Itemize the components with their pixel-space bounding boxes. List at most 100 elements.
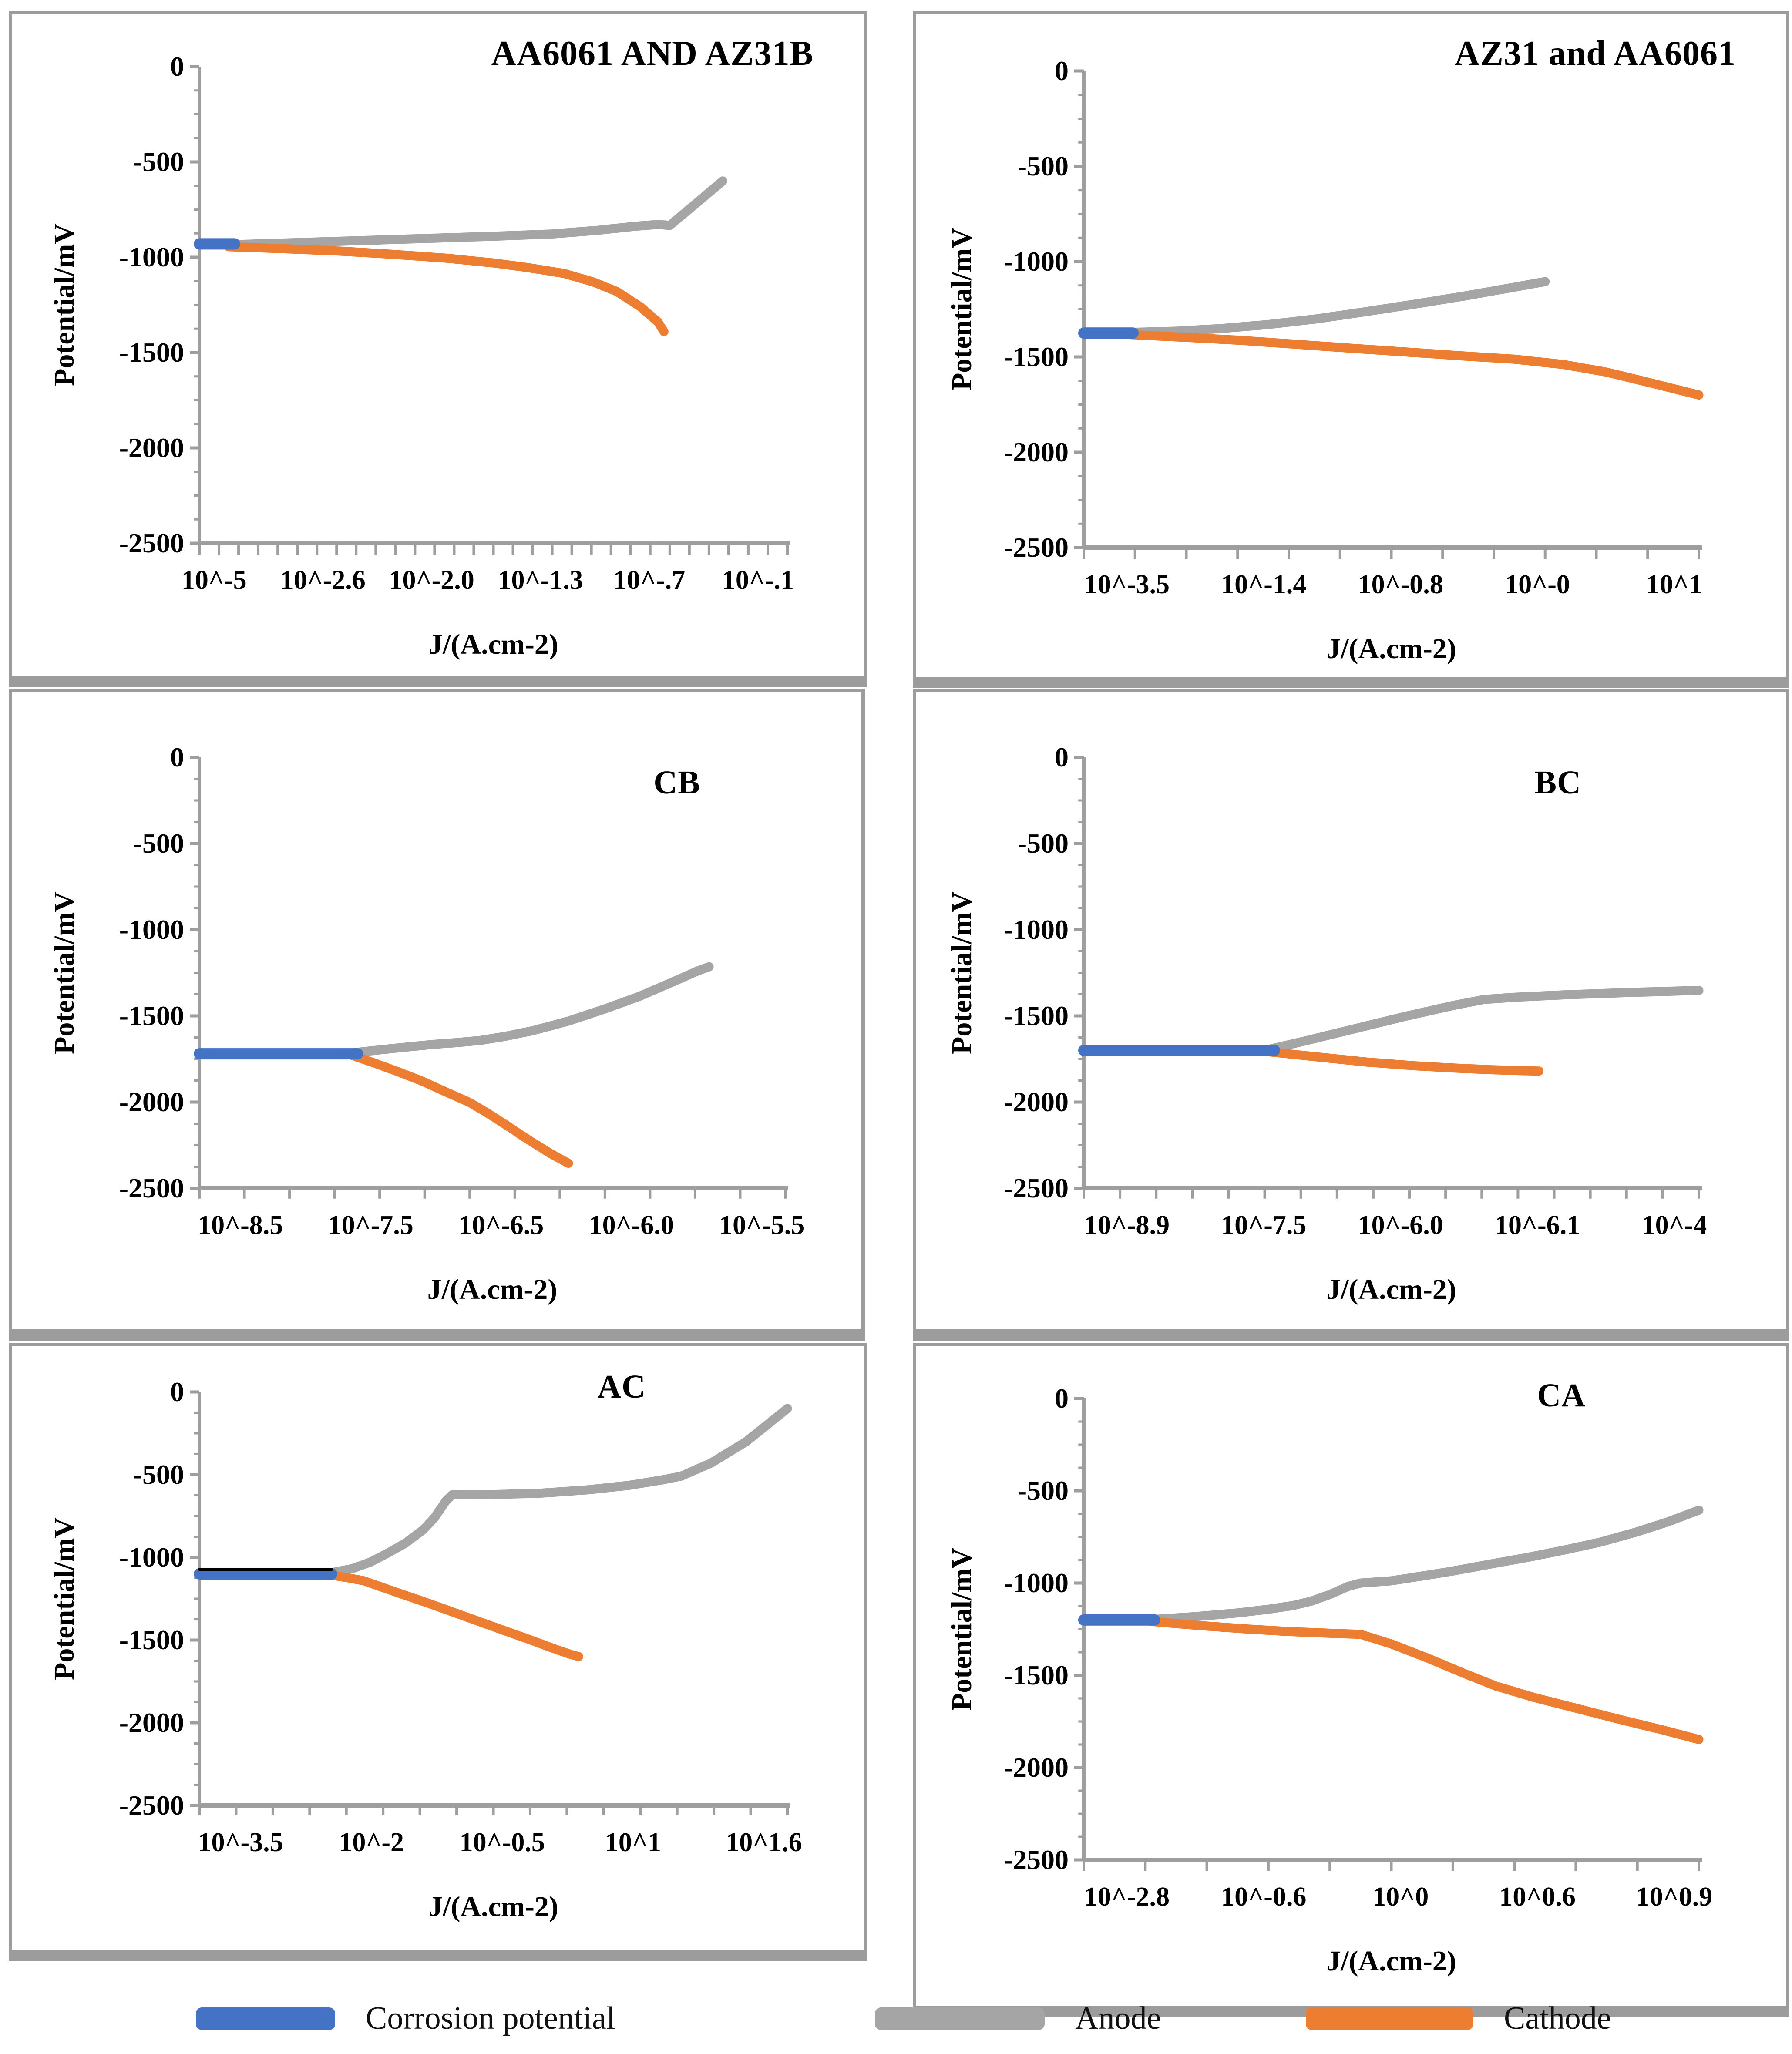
x-tick-label: 10^-8.5 [198, 1210, 283, 1240]
y-axis-title: Potential/mV [48, 223, 80, 386]
x-axis-title: J/(A.cm-2) [427, 1274, 558, 1305]
plot-area [199, 1392, 787, 1805]
x-tick-labels-row: 10^-5 10^-2.6 10^-2.0 10^-1.3 10^-.7 10^-.1 [182, 565, 794, 604]
x-axis-title: J/(A.cm-2) [1326, 1274, 1456, 1305]
chart-panel-ca: CA Potential/mV J/(A.cm-2) 0 -500 -1000 -15… [913, 1343, 1789, 2017]
anode-line-swatch [875, 2007, 1045, 2030]
y-tick-label: -2000 [119, 1086, 184, 1117]
x-axis-title: J/(A.cm-2) [428, 629, 558, 660]
chart-title: AC [597, 1368, 646, 1405]
y-tick-label: 0 [170, 1376, 184, 1407]
x-tick-label: 10^-3.5 [198, 1828, 283, 1857]
x-tick-label: 10^-0.6 [1221, 1882, 1307, 1912]
y-tick-label: -1000 [119, 242, 184, 272]
x-axis-title: J/(A.cm-2) [1326, 633, 1456, 665]
y-tick-label: -2500 [119, 1790, 184, 1821]
cathode-curve [1151, 1621, 1699, 1739]
anode-curve [352, 967, 709, 1053]
y-tick-label: -1000 [119, 1542, 184, 1573]
plot-area [199, 757, 785, 1188]
x-tick-label: 10^-7.5 [328, 1210, 414, 1240]
y-tick-label: -500 [1017, 828, 1069, 859]
plot-area [1084, 757, 1699, 1188]
x-tick-label: 10^1 [605, 1828, 661, 1857]
cathode-curve [1127, 334, 1699, 395]
y-tick-label: -500 [1017, 1475, 1069, 1506]
y-tick-label: -1000 [119, 914, 184, 945]
anode-curve [229, 181, 723, 245]
chart-panel-cb: CB Potential/mV J/(A.cm-2) 0 -500 -1000 -15… [9, 689, 865, 1341]
chart-panel-ac: AC Potential/mV J/(A.cm-2) 0 -500 -1000 -15… [9, 1343, 867, 1961]
chart-title: AZ31 and AA6061 [1454, 34, 1736, 73]
chart-title: CB [653, 764, 700, 801]
y-tick-label: -500 [133, 146, 184, 177]
y-tick-label: -500 [133, 1459, 184, 1490]
anode-curve [1151, 1510, 1699, 1620]
y-tick-label: -1500 [119, 1624, 184, 1655]
y-tick-label: -2000 [1003, 437, 1069, 467]
chart-title: CA [1537, 1377, 1586, 1414]
chart-title: AA6061 AND AZ31B [491, 34, 814, 73]
x-tick-labels-row: 10^-3.5 10^-2 10^-0.5 10^1 10^1.6 [198, 1827, 802, 1866]
x-tick-labels-row: 10^-2.8 10^-0.6 10^0 10^0.6 10^0.9 [1084, 1882, 1712, 1921]
y-tick-label: -1000 [1003, 1567, 1069, 1598]
y-tick-label: -1500 [1003, 1000, 1069, 1031]
x-tick-label: 10^-0.8 [1358, 570, 1443, 599]
x-axis-title: J/(A.cm-2) [428, 1891, 558, 1923]
chart-title: BC [1534, 764, 1581, 801]
x-tick-label: 10^-5.5 [719, 1210, 805, 1240]
y-tick-label: -2000 [119, 432, 184, 463]
anode-curve [329, 1409, 787, 1573]
cathode-curve [329, 1575, 578, 1657]
x-tick-labels-row: 10^-8.5 10^-7.5 10^-6.5 10^-6.0 10^-5.5 [198, 1210, 804, 1249]
legend: Corrosion potential Anode Cathode [0, 1991, 1792, 2052]
legend-label: Corrosion potential [366, 2000, 615, 2036]
x-tick-label: 10^-3.5 [1084, 570, 1170, 599]
corrosion-potential-line-swatch [196, 2007, 335, 2030]
x-tick-label: 10^-2.0 [389, 565, 474, 595]
cathode-curve [229, 247, 664, 332]
y-tick-label: 0 [170, 51, 184, 82]
x-tick-label: 10^-1.3 [498, 565, 583, 595]
cathode-line-swatch [1306, 2007, 1473, 2030]
x-tick-label: 10^-.1 [722, 565, 794, 595]
chart-canvas [199, 1392, 787, 1805]
x-tick-label: 10^1 [1646, 570, 1702, 599]
y-tick-label: -2500 [119, 528, 184, 558]
cathode-curve [352, 1055, 568, 1163]
y-tick-label: 0 [1055, 55, 1069, 86]
x-tick-label: 10^-0 [1505, 570, 1570, 599]
x-tick-label: 10^-.7 [613, 565, 686, 595]
cathode-curve [1268, 1052, 1539, 1071]
x-tick-labels-row: 10^-8.9 10^-7.5 10^-6.0 10^-6.1 10^-4 [1084, 1210, 1707, 1249]
legend-item-corrosion-potential: Corrosion potential [196, 2000, 615, 2037]
y-tick-label: -2000 [1003, 1086, 1069, 1117]
y-tick-label: -1500 [1003, 1660, 1069, 1691]
x-tick-labels-row: 10^-3.5 10^-1.4 10^-0.8 10^-0 10^1 [1084, 569, 1702, 608]
x-tick-label: 10^0 [1372, 1882, 1429, 1912]
plot-area [1084, 71, 1699, 548]
x-tick-label: 10^-7.5 [1221, 1210, 1307, 1240]
y-tick-label: 0 [1055, 1383, 1069, 1414]
y-axis-title: Potential/mV [946, 891, 978, 1054]
y-tick-label: 0 [1055, 742, 1069, 773]
chart-canvas [1084, 757, 1699, 1188]
chart-canvas [1084, 1398, 1699, 1860]
x-tick-label: 10^-4 [1641, 1210, 1707, 1240]
chart-canvas [199, 67, 787, 543]
y-tick-label: -1000 [1003, 914, 1069, 945]
y-tick-label: -1500 [1003, 341, 1069, 372]
x-axis-title: J/(A.cm-2) [1326, 1945, 1456, 1977]
y-tick-label: -2000 [119, 1707, 184, 1738]
chart-canvas [199, 757, 785, 1188]
y-tick-label: -2500 [1003, 1173, 1069, 1203]
y-tick-label: -2500 [1003, 1844, 1069, 1875]
y-tick-label: -1500 [119, 337, 184, 368]
chart-canvas [1084, 71, 1699, 548]
x-tick-label: 10^-1.4 [1221, 570, 1307, 599]
x-tick-label: 10^0.9 [1636, 1882, 1713, 1912]
x-tick-label: 10^-6.5 [458, 1210, 544, 1240]
y-tick-label: -500 [1017, 151, 1069, 182]
y-tick-label: -2500 [119, 1173, 184, 1203]
y-axis-title: Potential/mV [946, 228, 978, 390]
